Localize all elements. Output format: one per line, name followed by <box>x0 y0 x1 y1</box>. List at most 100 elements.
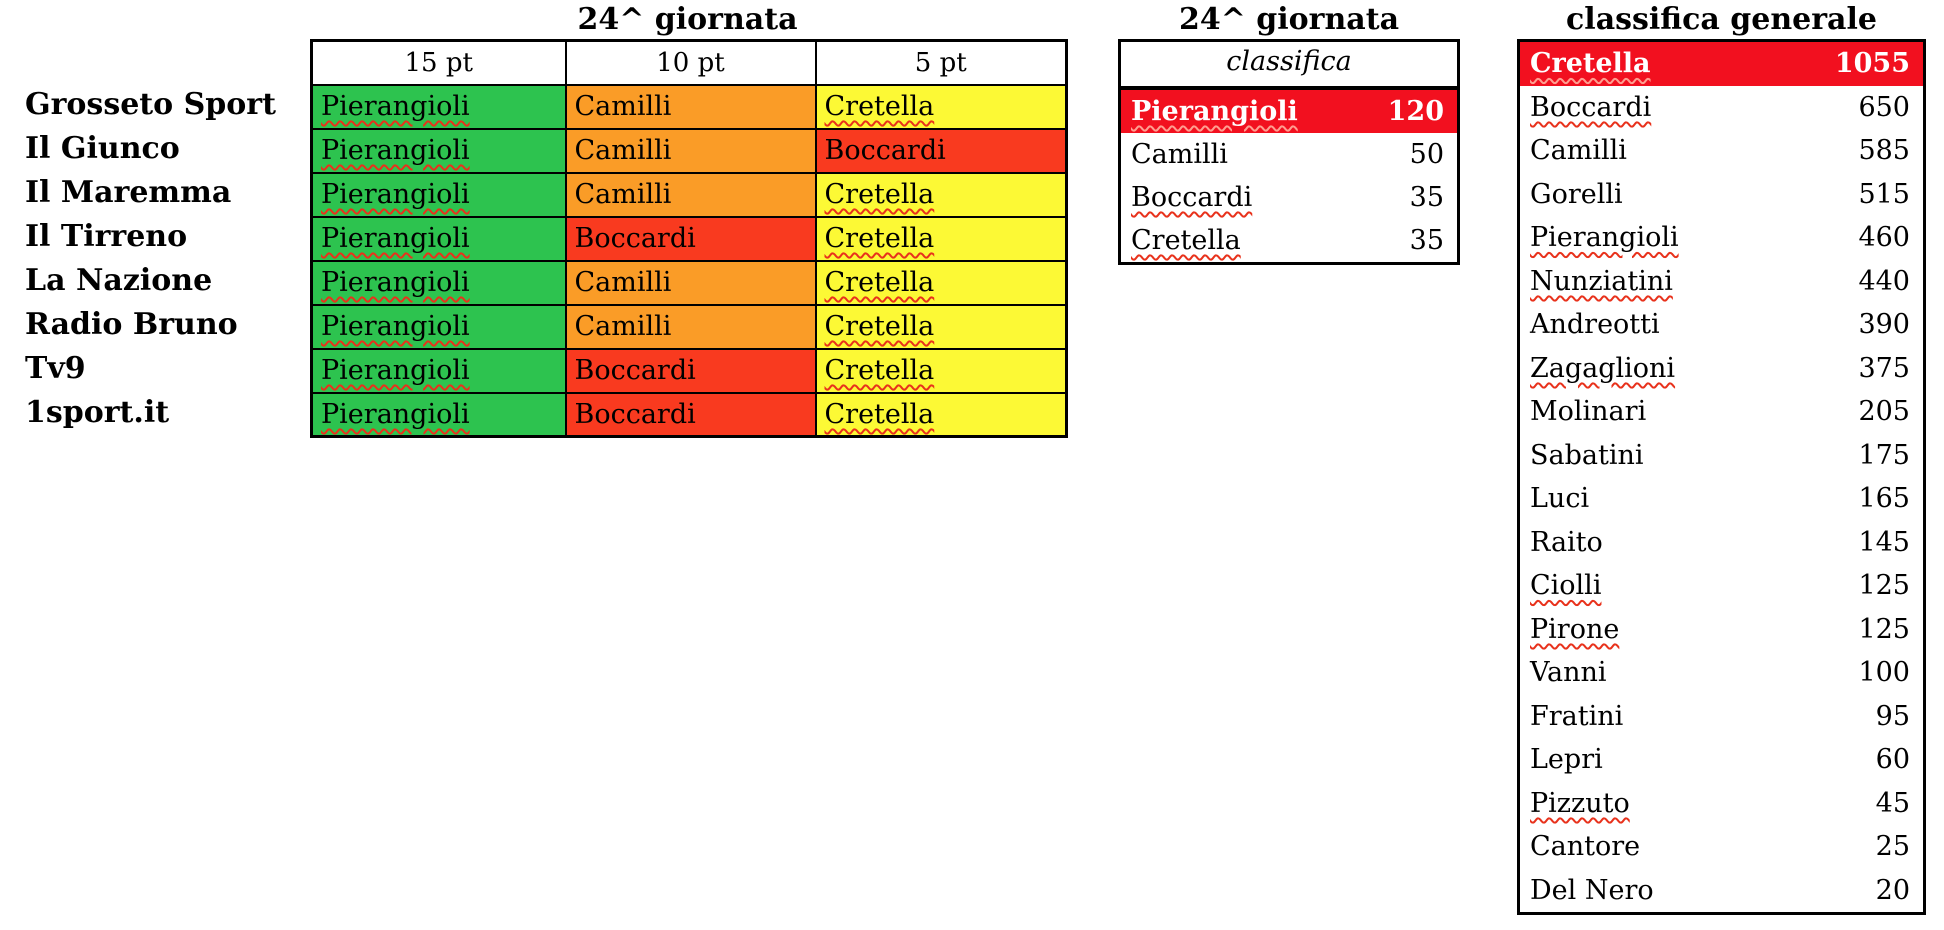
round-ranking-title: 24^ giornata <box>1178 2 1400 37</box>
player-name: Fratini <box>1530 700 1624 732</box>
vote-cell[interactable]: Pierangioli <box>310 127 567 174</box>
ranking-row[interactable]: Vanni 100 <box>1520 651 1923 695</box>
player-name: Gorelli <box>1530 178 1623 210</box>
votes-table: 15 pt 10 pt 5 pt Pierangioli Camilli Cretell… <box>310 39 1068 438</box>
source-label[interactable]: Il Tirreno <box>25 219 188 254</box>
ranking-row[interactable]: Fratini 95 <box>1520 695 1923 739</box>
player-name: Nunziatini <box>1530 265 1673 297</box>
round-ranking-header: classifica <box>1121 42 1457 90</box>
points-value: 515 <box>1858 178 1910 210</box>
player-name: Pierangioli <box>321 267 470 298</box>
ranking-row[interactable]: Cretella 1055 <box>1520 42 1923 86</box>
vote-cell[interactable]: Boccardi <box>814 127 1068 174</box>
vote-cell[interactable]: Camilli <box>564 127 817 174</box>
ranking-row[interactable]: Molinari 205 <box>1520 390 1923 434</box>
points-column-header[interactable]: 10 pt <box>564 39 817 86</box>
vote-cell[interactable]: Pierangioli <box>310 215 567 262</box>
player-name: Pierangioli <box>321 135 470 166</box>
vote-cell[interactable]: Cretella <box>814 215 1068 262</box>
ranking-row[interactable]: Nunziatini 440 <box>1520 260 1923 304</box>
ranking-row[interactable]: Zagaglioni 375 <box>1520 347 1923 391</box>
vote-cell[interactable]: Pierangioli <box>310 83 567 130</box>
vote-cell[interactable]: Cretella <box>814 391 1068 438</box>
vote-cell[interactable]: Pierangioli <box>310 391 567 438</box>
points-value: 145 <box>1858 526 1910 558</box>
vote-cell[interactable]: Camilli <box>564 83 817 130</box>
player-name: Luci <box>1530 483 1590 515</box>
ranking-row[interactable]: Pirone 125 <box>1520 608 1923 652</box>
ranking-row[interactable]: Pizzuto 45 <box>1520 782 1923 826</box>
ranking-row[interactable]: Camilli 50 <box>1121 133 1457 176</box>
player-name: Camilli <box>574 91 672 122</box>
vote-cell[interactable]: Boccardi <box>564 347 817 394</box>
vote-cell[interactable]: Cretella <box>814 303 1068 350</box>
player-name: Boccardi <box>1131 182 1253 213</box>
points-value: 20 <box>1875 874 1910 906</box>
player-name: Zagaglioni <box>1530 352 1676 384</box>
ranking-row[interactable]: Pierangioli 460 <box>1520 216 1923 260</box>
vote-cell[interactable]: Camilli <box>564 303 817 350</box>
vote-cell[interactable]: Pierangioli <box>310 303 567 350</box>
points-value: 175 <box>1858 439 1910 471</box>
vote-cell[interactable]: Pierangioli <box>310 171 567 218</box>
player-name: Boccardi <box>1530 91 1652 123</box>
votes-row: Pierangioli Camilli Cretella <box>310 171 1068 218</box>
points-column-header[interactable]: 5 pt <box>814 39 1068 86</box>
ranking-row[interactable]: Ciolli 125 <box>1520 564 1923 608</box>
player-name: Del Nero <box>1530 874 1654 906</box>
source-label[interactable]: Il Giunco <box>25 131 180 166</box>
votes-row: Pierangioli Boccardi Cretella <box>310 215 1068 262</box>
points-value: 25 <box>1875 831 1910 863</box>
vote-cell[interactable]: Camilli <box>564 171 817 218</box>
player-name: Pierangioli <box>321 398 470 430</box>
votes-row: Pierangioli Boccardi Cretella <box>310 391 1068 438</box>
vote-cell[interactable]: Cretella <box>814 259 1068 306</box>
player-name: Raito <box>1530 526 1603 558</box>
vote-cell[interactable]: Boccardi <box>564 215 817 262</box>
player-name: Lepri <box>1530 744 1603 776</box>
vote-cell[interactable]: Cretella <box>814 347 1068 394</box>
ranking-row[interactable]: Sabatini 175 <box>1520 434 1923 478</box>
player-name: Boccardi <box>574 398 696 430</box>
source-label[interactable]: La Nazione <box>25 263 213 298</box>
general-ranking-table: Cretella 1055 Boccardi 650 Camilli 585 Gorelli… <box>1517 39 1926 915</box>
points-column-header[interactable]: 15 pt <box>310 39 567 86</box>
ranking-row[interactable]: Andreotti 390 <box>1520 303 1923 347</box>
ranking-row[interactable]: Raito 145 <box>1520 521 1923 565</box>
votes-row: Pierangioli Camilli Cretella <box>310 259 1068 306</box>
player-name: Boccardi <box>824 135 946 166</box>
vote-cell[interactable]: Cretella <box>814 171 1068 218</box>
ranking-row[interactable]: Cretella 35 <box>1121 219 1457 262</box>
ranking-row[interactable]: Cantore 25 <box>1520 825 1923 869</box>
points-value: 60 <box>1875 744 1910 776</box>
player-name: Cretella <box>824 223 935 254</box>
ranking-row[interactable]: Boccardi 650 <box>1520 86 1923 130</box>
player-name: Camilli <box>574 135 672 166</box>
source-label[interactable]: Il Maremma <box>25 175 232 210</box>
source-label[interactable]: 1sport.it <box>25 395 170 430</box>
source-label[interactable]: Radio Bruno <box>25 307 238 342</box>
vote-cell[interactable]: Pierangioli <box>310 259 567 306</box>
ranking-row[interactable]: Lepri 60 <box>1520 738 1923 782</box>
points-value: 95 <box>1875 700 1910 732</box>
votes-row: Pierangioli Camilli Cretella <box>310 303 1068 350</box>
player-name: Pierangioli <box>321 355 470 386</box>
player-name: Boccardi <box>574 223 696 254</box>
ranking-row[interactable]: Del Nero 20 <box>1520 869 1923 913</box>
ranking-row[interactable]: Gorelli 515 <box>1520 173 1923 217</box>
player-name: Pierangioli <box>1131 96 1298 127</box>
ranking-row[interactable]: Camilli 585 <box>1520 129 1923 173</box>
vote-cell[interactable]: Boccardi <box>564 391 817 438</box>
vote-cell[interactable]: Pierangioli <box>310 347 567 394</box>
source-label[interactable]: Grosseto Sport <box>25 87 276 122</box>
ranking-row[interactable]: Boccardi 35 <box>1121 176 1457 219</box>
player-name: Cretella <box>824 267 935 298</box>
vote-cell[interactable]: Camilli <box>564 259 817 306</box>
player-name: Camilli <box>1530 135 1627 167</box>
player-name: Cantore <box>1530 831 1641 863</box>
vote-cell[interactable]: Cretella <box>814 83 1068 130</box>
ranking-row[interactable]: Pierangioli 120 <box>1121 90 1457 133</box>
source-label[interactable]: Tv9 <box>25 351 86 386</box>
points-value: 650 <box>1858 91 1910 123</box>
ranking-row[interactable]: Luci 165 <box>1520 477 1923 521</box>
